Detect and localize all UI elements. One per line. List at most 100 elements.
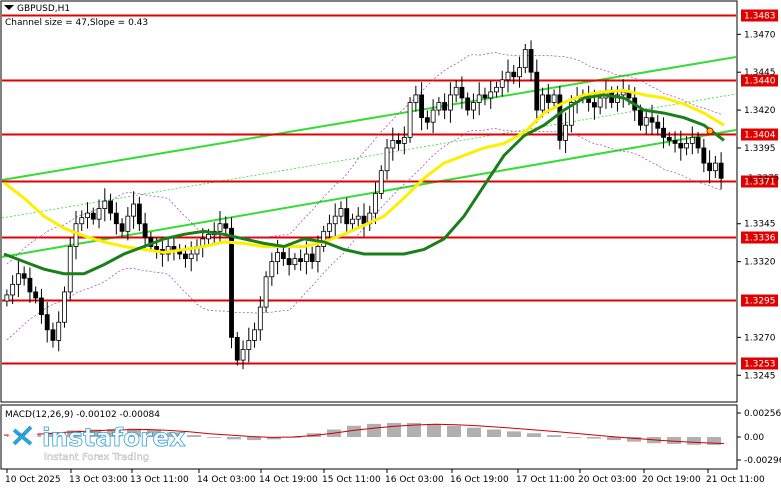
y-tick-label: 1.3270 [744,333,776,343]
macd-bar [47,432,61,437]
candle-body [488,91,494,99]
candle-body [528,49,534,73]
candle-body [286,258,292,266]
macd-bar [207,437,221,438]
level-tag-bg [741,175,778,188]
watermark-brand: instaforex [42,423,186,452]
candle-body [390,139,396,149]
ma-fast-line [3,93,725,276]
candle-body [482,94,488,99]
candle-body [695,136,701,149]
band-lower [6,127,722,340]
level-tag-label: 1.3295 [744,297,776,307]
candle-body [689,136,695,144]
candle-body [436,102,442,111]
candle-body [373,193,378,214]
candle-body [361,215,367,225]
macd-bar [607,437,621,441]
candle-body [442,102,448,111]
macd-tick-top: 0.00256 [744,409,781,419]
candle-body [568,102,574,126]
macd-signal-line [3,423,725,444]
candle-body [350,218,355,225]
candle-body [136,203,142,225]
level-price-tags: 1.3483 1.3440 1.3404 1.3371 1.3336 1.3295 1.32… [741,9,780,370]
candle-body [188,253,194,259]
candle-body [701,147,707,164]
candle-body [206,233,211,240]
macd-bar [627,437,641,442]
candle-body [15,273,21,285]
candle-body [246,340,252,350]
level-tag-label: 1.3371 [744,178,776,188]
chart-header: GBPUSD,H1 Channel size = 47,Slope = 0.43 [4,4,148,28]
y-tick-label: 1.3245 [744,371,776,381]
candle-body [125,215,131,232]
y-tick-label: 1.3395 [744,144,776,154]
candle-body [90,212,96,220]
candle-body [96,208,102,220]
candle-body [638,109,643,126]
macd-bar [487,429,501,437]
candle-body [119,223,125,232]
candle-body [56,321,62,341]
candle-body [275,252,281,263]
macd-bar [507,431,521,437]
y-tick-label: 1.3345 [744,220,776,230]
macd-bar [587,437,601,439]
macd-bar [267,437,281,440]
macd-bar [687,437,701,445]
macd-bar [387,422,401,437]
x-tick-label: 21 Oct 11:00 [706,475,765,485]
candle-body [229,227,234,338]
macd-bar [247,437,261,441]
candle-body [27,277,33,293]
ma-slow-line [3,88,725,255]
macd-bar [527,433,541,437]
level-tag-label: 1.3404 [744,131,776,141]
logo-mark-icon [12,425,33,446]
x-tick-label: 20 Oct 03:00 [578,475,637,485]
candle-body [672,139,678,144]
candle-body [499,79,505,88]
macd-bar [147,429,161,437]
level-tag: 1.3336 [741,231,778,244]
macd-bar [407,422,421,437]
candle-body [718,162,724,179]
candle-body [453,86,459,96]
macd-bar [167,432,181,437]
x-tick-label: 10 Oct 2025 [5,475,61,485]
x-tick-label: 16 Oct 19:00 [450,475,509,485]
price-panel: 1.3470 1.3445 1.3420 1.3395 1.3345 1.3320 1.32… [0,0,780,403]
x-tick-label: 16 Oct 03:00 [385,475,444,485]
time-axis: 10 Oct 2025 13 Oct 03:00 13 Oct 11:00 14 Oc… [5,469,765,485]
candle-body [476,94,482,103]
candle-body [447,94,453,111]
dropdown-icon[interactable] [4,5,14,10]
macd-bar [187,435,201,437]
x-tick-label: 15 Oct 11:00 [322,475,381,485]
level-tag-bg [741,128,778,141]
candle-body [396,139,401,144]
candle-body [217,223,223,232]
level-tag: 1.3295 [741,294,778,307]
price-panel-border [0,0,738,403]
candle-body [280,252,286,259]
candle-body [240,349,246,361]
macd-bar [287,437,301,438]
candle-body [298,258,304,263]
candle-body [309,253,315,263]
macd-bar [567,437,581,438]
candle-body [407,102,413,138]
candle-body [131,203,137,217]
candle-body [39,297,44,316]
level-tag-bg [741,357,778,370]
level-tag: 1.3404 [741,128,778,141]
candle-body [597,97,603,108]
macd-bar [467,427,481,437]
y-tick-label: 1.3320 [744,258,776,268]
candle-body [44,314,50,331]
candle-body [223,223,229,229]
candle-body [666,136,672,141]
macd-tick-zero: 0.00 [744,433,764,443]
